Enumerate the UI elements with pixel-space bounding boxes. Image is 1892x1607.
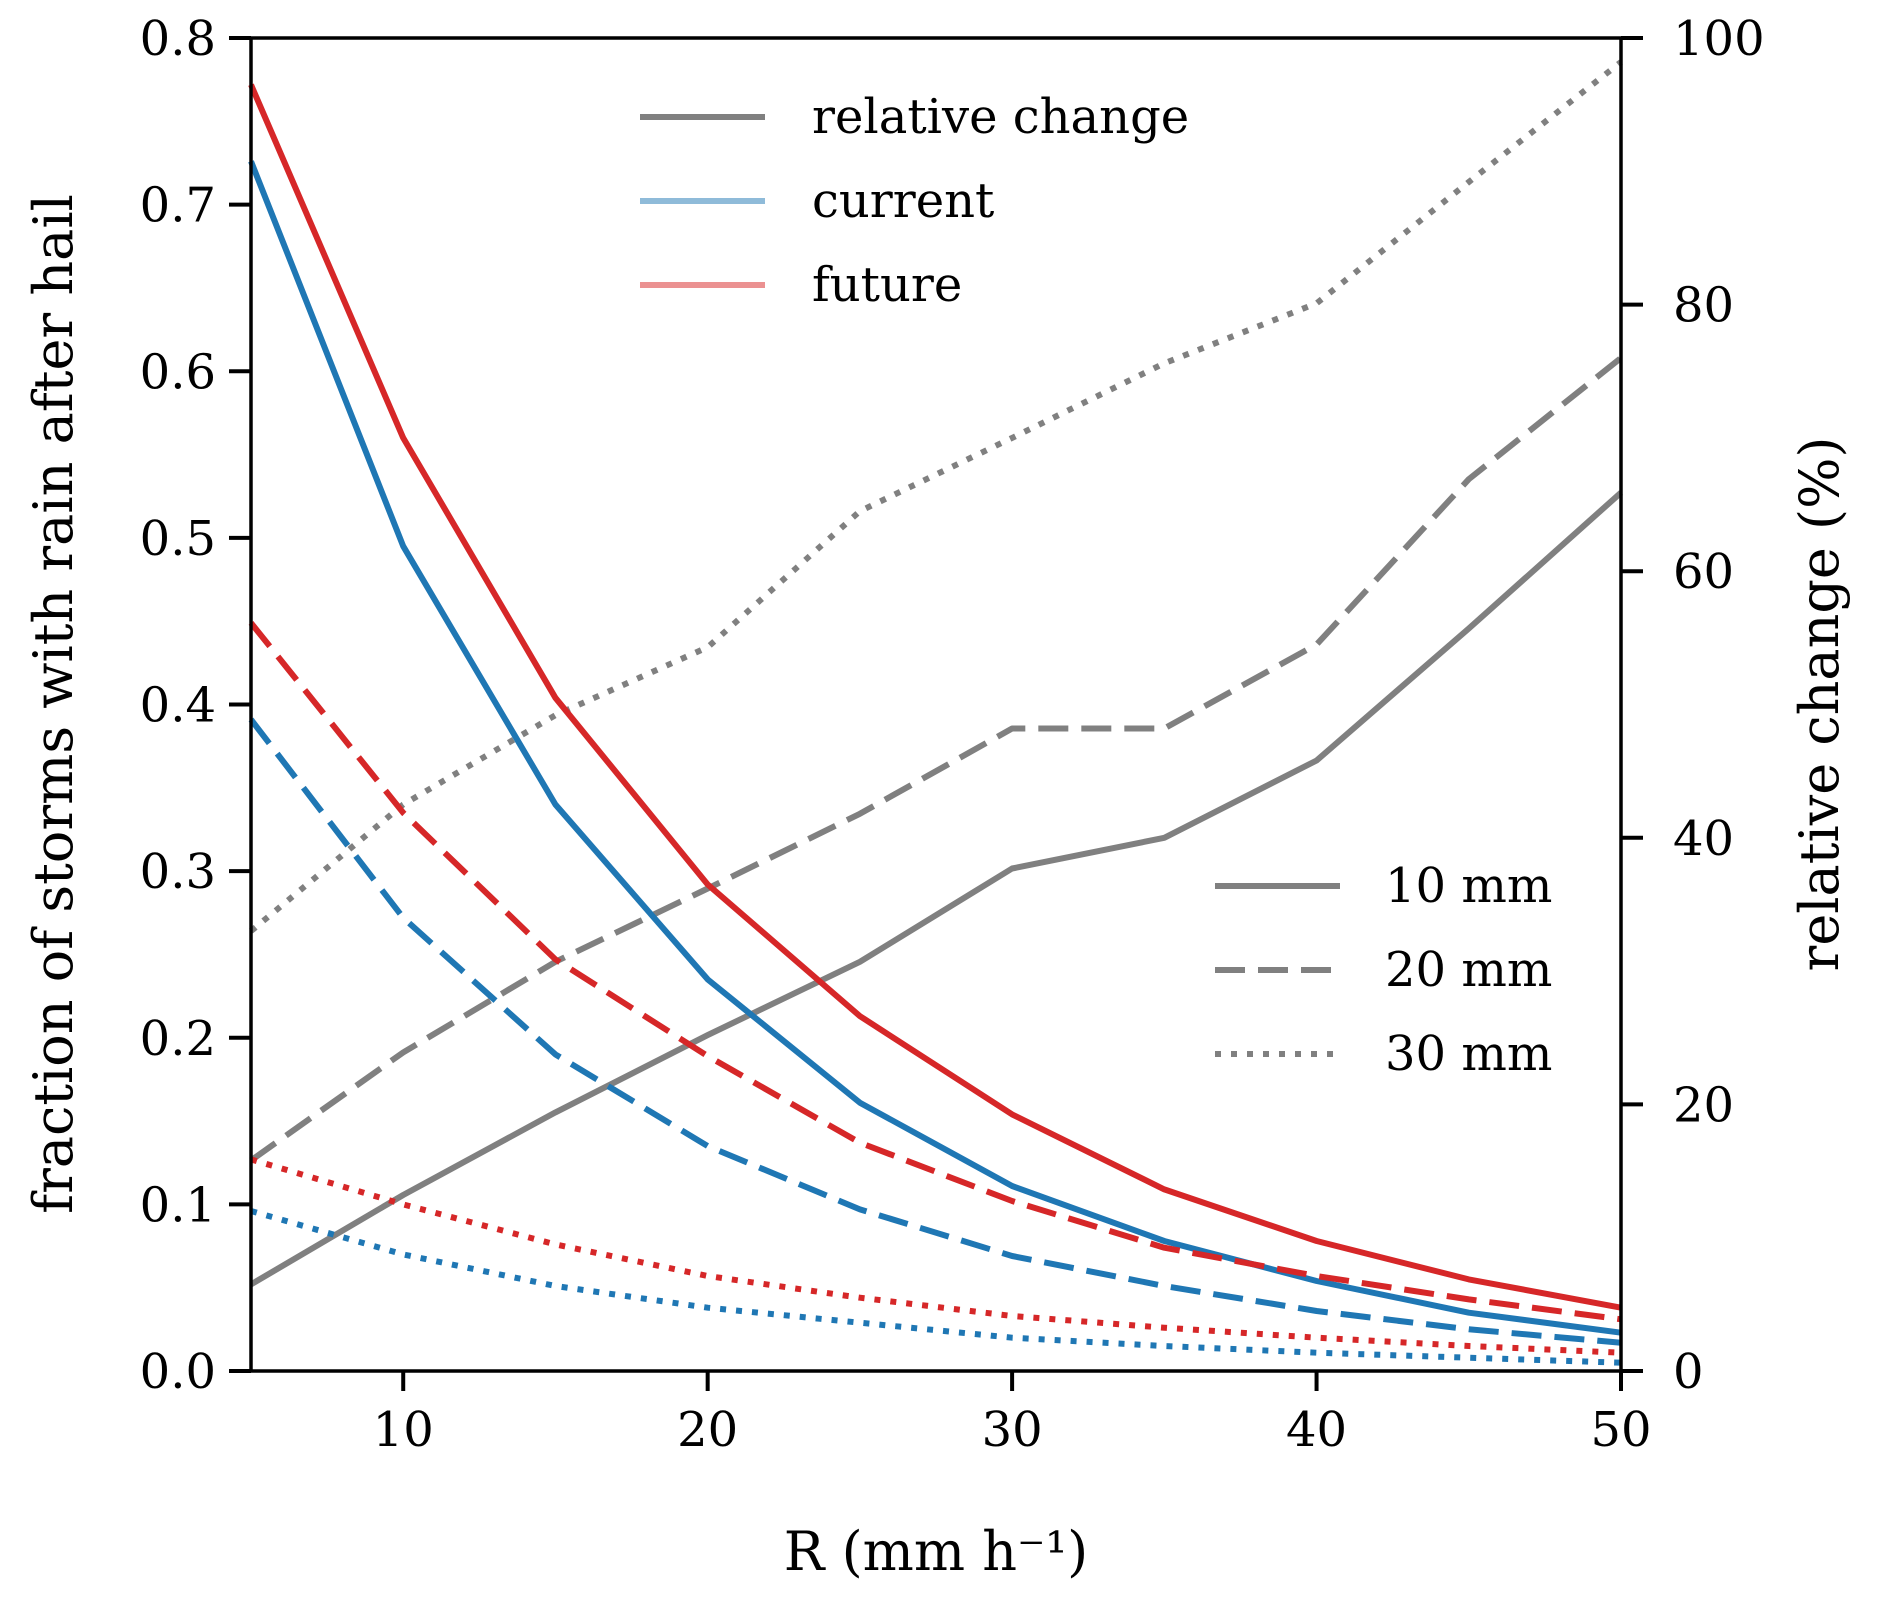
legend-label: future bbox=[812, 257, 962, 313]
y-tick-label-right: 100 bbox=[1673, 11, 1765, 67]
legend-label: 10 mm bbox=[1385, 858, 1552, 914]
y-tick-label-right: 20 bbox=[1673, 1077, 1734, 1133]
x-tick-label: 50 bbox=[1590, 1402, 1651, 1458]
y-tick-label-left: 0.6 bbox=[140, 344, 216, 400]
series-line-relative-change-30-mm bbox=[249, 59, 1623, 934]
x-axis-label: R (mm h⁻¹) bbox=[784, 1520, 1088, 1583]
legend-2: 10 mm 20 mm 30 mm bbox=[1215, 858, 1552, 1082]
series-line-future-10-mm bbox=[248, 83, 1622, 1311]
y-tick-label-left: 0.4 bbox=[140, 678, 216, 734]
legend-label: relative change bbox=[812, 89, 1189, 145]
y-tick-label-left: 0.0 bbox=[140, 1344, 216, 1400]
legend-1: relative change current future bbox=[640, 89, 1189, 313]
y-tick-label-left: 0.8 bbox=[140, 11, 216, 67]
x-tick-label: 20 bbox=[677, 1402, 738, 1458]
y-tick-label-right: 40 bbox=[1673, 811, 1734, 867]
series-line-relative-change-20-mm bbox=[249, 355, 1623, 1163]
series-line-current-20-mm bbox=[248, 717, 1622, 1346]
series-line-relative-change-10-mm bbox=[249, 490, 1623, 1287]
legend-label: 30 mm bbox=[1385, 1026, 1552, 1082]
x-tick-label: 10 bbox=[373, 1402, 434, 1458]
y-tick-label-left: 0.7 bbox=[140, 178, 216, 234]
series-line-future-20-mm bbox=[248, 621, 1622, 1323]
x-tick-label: 30 bbox=[982, 1402, 1043, 1458]
y-tick-label-left: 0.1 bbox=[140, 1177, 216, 1233]
ticks-layer: 10 20 30 40 50 0.0 0.1 0.2 0.3 0.4 0.5 0.6 0.7 0.8 0 20… bbox=[140, 11, 1765, 1458]
plot-frame bbox=[249, 36, 1623, 1373]
y-axis-label-left: fraction of storms with rain after hail bbox=[22, 194, 85, 1214]
y-tick-label-left: 0.3 bbox=[140, 844, 216, 900]
series-line-current-10-mm bbox=[248, 160, 1622, 1336]
y-tick-label-left: 0.5 bbox=[140, 511, 216, 567]
legend-label: current bbox=[812, 173, 994, 229]
y-tick-label-right: 60 bbox=[1673, 544, 1734, 600]
x-tick-label: 40 bbox=[1286, 1402, 1347, 1458]
series-line-current-30-mm bbox=[250, 1208, 1622, 1366]
series-line-future-30-mm bbox=[250, 1156, 1622, 1356]
series-layer bbox=[248, 59, 1623, 1366]
legend-layer: relative change current future 10 mm 20 mm 30… bbox=[640, 89, 1552, 1082]
y-axis-label-right: relative change (%) bbox=[1788, 437, 1851, 972]
y-tick-label-left: 0.2 bbox=[140, 1011, 216, 1067]
y-tick-label-right: 0 bbox=[1673, 1344, 1704, 1400]
legend-label: 20 mm bbox=[1385, 942, 1552, 998]
axes-layer bbox=[249, 36, 1623, 1373]
y-tick-label-right: 80 bbox=[1673, 278, 1734, 334]
